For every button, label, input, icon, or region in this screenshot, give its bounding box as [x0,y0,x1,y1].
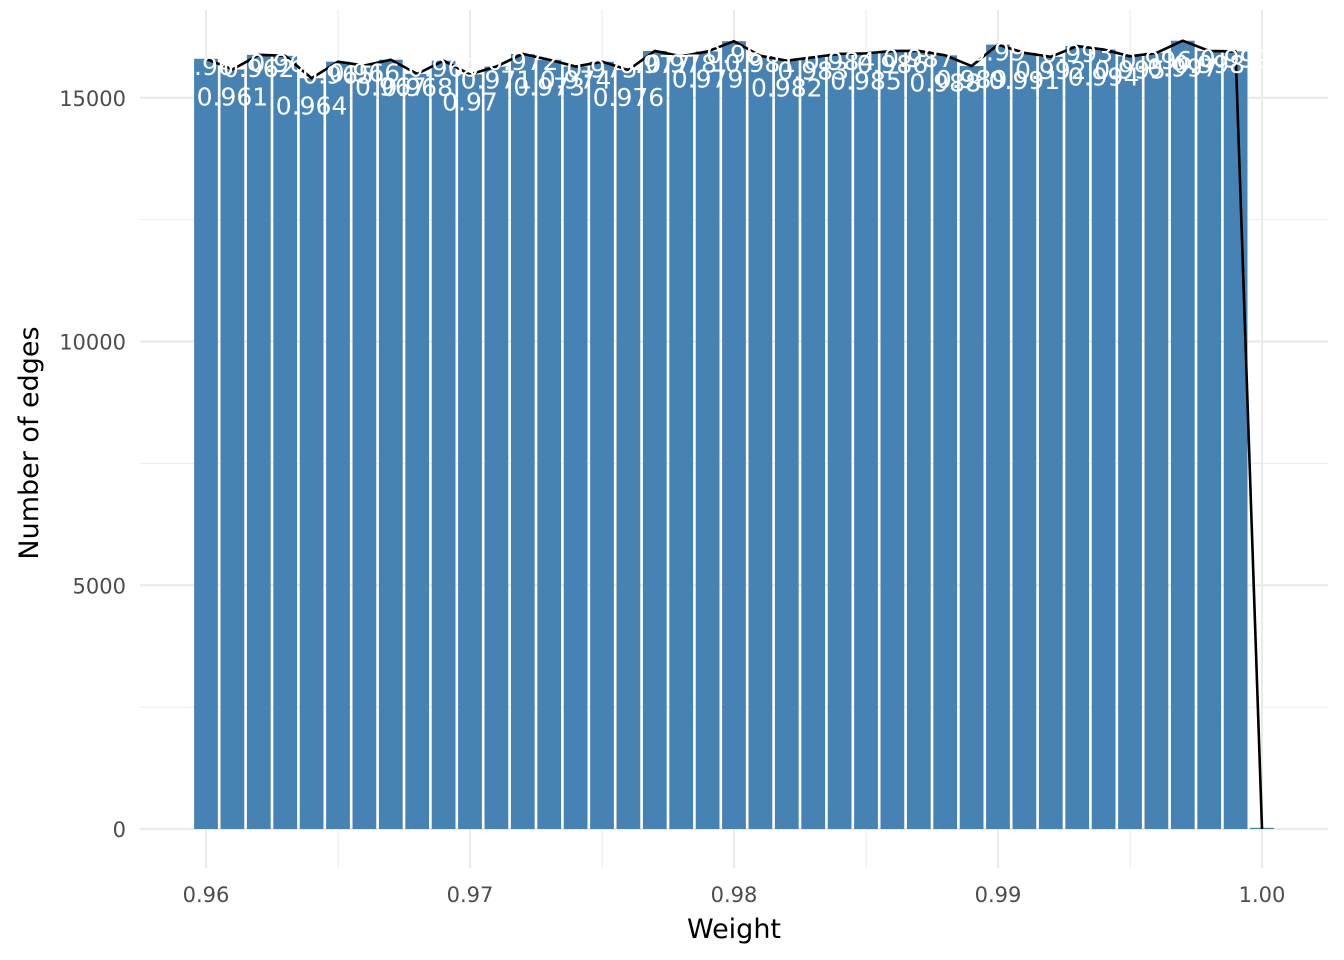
trend-line [205,39,1264,830]
bar-value-label: 0.991 [989,66,1061,95]
x-axis-title: Weight [687,914,781,945]
bar-value-label: 0.999 [1200,44,1272,73]
x-tick-label: 0.99 [975,883,1022,907]
bar-value-label: 0.976 [593,83,665,112]
bar-value-label: 0.995 [1094,55,1166,84]
histogram-bar [695,51,720,829]
bars [194,40,1274,830]
bar-value-label: 0.989 [936,65,1008,94]
bar-value-label: 0.993 [1041,39,1113,68]
bar-value-label: 0.997 [1147,54,1219,83]
histogram-bar [537,59,562,830]
bar-value-label: 0.966 [329,59,401,88]
histogram-bar [1118,56,1142,829]
y-tick-label: 0 [113,818,126,842]
bar-value-label: 0.971 [461,66,533,95]
histogram-bar [510,53,535,829]
bar-value-label: 0.984 [804,47,876,76]
bar-value-label: 0.967 [355,73,427,102]
bar-value-label: 0.975 [566,55,638,84]
bar-value-label: 0.961 [197,82,269,111]
histogram-bar [326,61,350,830]
x-tick-label: 0.96 [183,883,230,907]
y-tick-label: 5000 [73,574,126,598]
histogram-bar [273,55,298,829]
bar-value-label: 0.963 [249,49,321,78]
histogram-bar [484,66,509,830]
bar-value-label: 0.97 [442,87,498,116]
histogram-bar [194,58,218,829]
x-tick-label: 0.97 [447,883,494,907]
histogram-bar [748,55,773,829]
bar-value-label: 0.983 [777,56,849,85]
histogram-bar [616,69,641,829]
bar-value-label: 0.962 [223,54,295,83]
histogram-bar [722,41,746,829]
bar-value-label: 0.986 [857,50,929,79]
histogram-bar [352,65,377,829]
bar-value-label: 0.99 [970,38,1026,67]
bar-value-label: 0.981 [725,49,797,78]
y-axis-ticks: 0 5000 10000 15000 [59,87,126,842]
histogram-bar [880,50,905,829]
bar-value-label: 0.96 [178,52,234,81]
histogram-bar [801,57,826,830]
histogram-bar [1197,50,1222,829]
histogram-bar [827,53,852,829]
bar-value-label: 0.996 [1121,46,1193,75]
bar-value-label: 0.969 [408,54,480,83]
bar-value-label: 0.978 [645,49,717,78]
bar-value-label: 0.994 [1068,62,1140,91]
y-axis-title: Number of edges [14,326,45,559]
bar-labels: 0.960.9610.9620.9630.9640.9650.9660.9670… [178,38,1271,121]
y-tick-label: 10000 [59,331,126,355]
histogram-bar [959,66,984,829]
bar-value-label: 0.973 [513,73,585,102]
count-line [205,39,1264,830]
histogram-bar [1038,56,1063,830]
histogram-bar [642,50,667,829]
bar-value-label: 0.968 [381,73,453,102]
histogram-bar [1065,46,1090,829]
bar-value-label: 0.979 [672,64,744,93]
bar-value-label: 0.985 [830,66,902,95]
histogram-bar [933,55,958,829]
bar-value-label: 0.982 [751,74,823,103]
bar-value-label: 0.974 [540,66,612,95]
y-tick-label: 15000 [59,87,126,111]
bar-value-label: 0.988 [909,68,981,97]
bar-value-label: 0.965 [302,61,374,90]
histogram-bar [1223,51,1248,829]
histogram-bar [1012,52,1037,829]
histogram-bar [405,73,430,830]
x-tick-label: 0.98 [711,883,758,907]
bar-value-label: 0.987 [883,44,955,73]
histogram-bar [854,53,878,829]
histogram-bar [1091,49,1116,830]
histogram-bar [246,54,271,830]
x-tick-label: 1.00 [1239,883,1286,907]
histogram-bar [220,69,245,830]
bar-value-label: 0.998 [1173,50,1245,79]
histogram-bar [986,44,1010,830]
histogram-bar [378,59,403,830]
histogram-bar [299,78,324,829]
bar-value-label: 0.98 [706,40,762,69]
bar-value-label: 0.972 [487,47,559,76]
histogram-bar [563,66,588,830]
histogram-bar [431,60,456,829]
histogram-bar [774,60,799,829]
histogram-bar [590,61,614,830]
histogram-bar [906,50,931,829]
histogram-bar [1170,40,1195,829]
bar-value-label: 0.992 [1015,56,1087,85]
bar-value-label: 0.977 [619,50,691,79]
histogram-bar [458,74,482,830]
histogram-bar [1144,52,1169,829]
bar-value-label: 0.964 [276,91,348,120]
histogram-bar [669,56,694,829]
x-axis-ticks: 0.96 0.97 0.98 0.99 1.00 [183,883,1286,907]
